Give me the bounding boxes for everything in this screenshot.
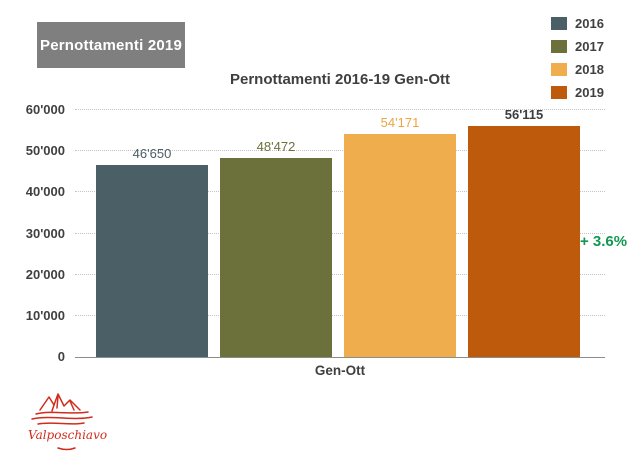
legend-label-2019: 2019 [575, 85, 604, 100]
y-axis-tick-labels: 0 10'000 20'000 30'000 40'000 50'000 60'… [0, 103, 65, 364]
legend-swatch-2016 [551, 17, 567, 30]
gridline-10000 [75, 314, 605, 316]
legend-item-2016: 2016 [551, 12, 604, 35]
y-tick-30000: 30'000 [25, 225, 65, 241]
bar-value-label-2018: 54'171 [380, 115, 420, 130]
legend-label-2017: 2017 [575, 39, 604, 54]
gridline-60000 [75, 109, 605, 110]
legend-label-2016: 2016 [575, 16, 604, 31]
legend-item-2017: 2017 [551, 35, 604, 58]
x-axis-group-label: Gen-Ott [314, 363, 366, 378]
growth-annotation: + 3.6% [580, 233, 628, 250]
legend-swatch-2017 [551, 40, 567, 53]
plot-area: 46'650 48'472 54'171 56'115 [75, 107, 605, 358]
legend-item-2018: 2018 [551, 58, 604, 81]
legend-swatch-2018 [551, 63, 567, 76]
bar-2018 [344, 134, 456, 357]
bar-value-label-2017: 48'472 [256, 138, 296, 154]
legend-swatch-2019 [551, 86, 567, 99]
legend-label-2018: 2018 [575, 62, 604, 77]
y-tick-50000: 50'000 [25, 143, 65, 159]
slide-header-badge: Pernottamenti 2019 [37, 22, 185, 68]
legend-item-2019: 2019 [551, 81, 604, 104]
y-tick-0: 0 [57, 349, 65, 364]
y-tick-20000: 20'000 [25, 266, 65, 282]
slide-header-title: Pernottamenti 2019 [40, 36, 182, 54]
bar-2017 [220, 157, 332, 357]
y-tick-40000: 40'000 [25, 184, 65, 200]
bar-2016 [96, 165, 208, 357]
mountain-sketch-icon: Valposchiavo [28, 393, 107, 451]
bar-value-label-2019: 56'115 [504, 107, 544, 122]
chart-title: Pernottamenti 2016-19 Gen-Ott [229, 71, 451, 88]
gridline-30000 [75, 232, 605, 234]
valposchiavo-logo: Valposchiavo [24, 386, 116, 452]
gridline-50000 [75, 150, 605, 152]
gridline-20000 [75, 273, 605, 275]
y-tick-10000: 10'000 [25, 307, 65, 323]
chart-legend: 2016 2017 2018 2019 [551, 12, 604, 104]
y-tick-60000: 60'000 [25, 102, 65, 117]
bar-2019 [468, 126, 580, 357]
logo-script-text: Valposchiavo [28, 428, 107, 442]
bar-value-label-2016: 46'650 [132, 146, 172, 161]
gridline-40000 [75, 191, 605, 193]
